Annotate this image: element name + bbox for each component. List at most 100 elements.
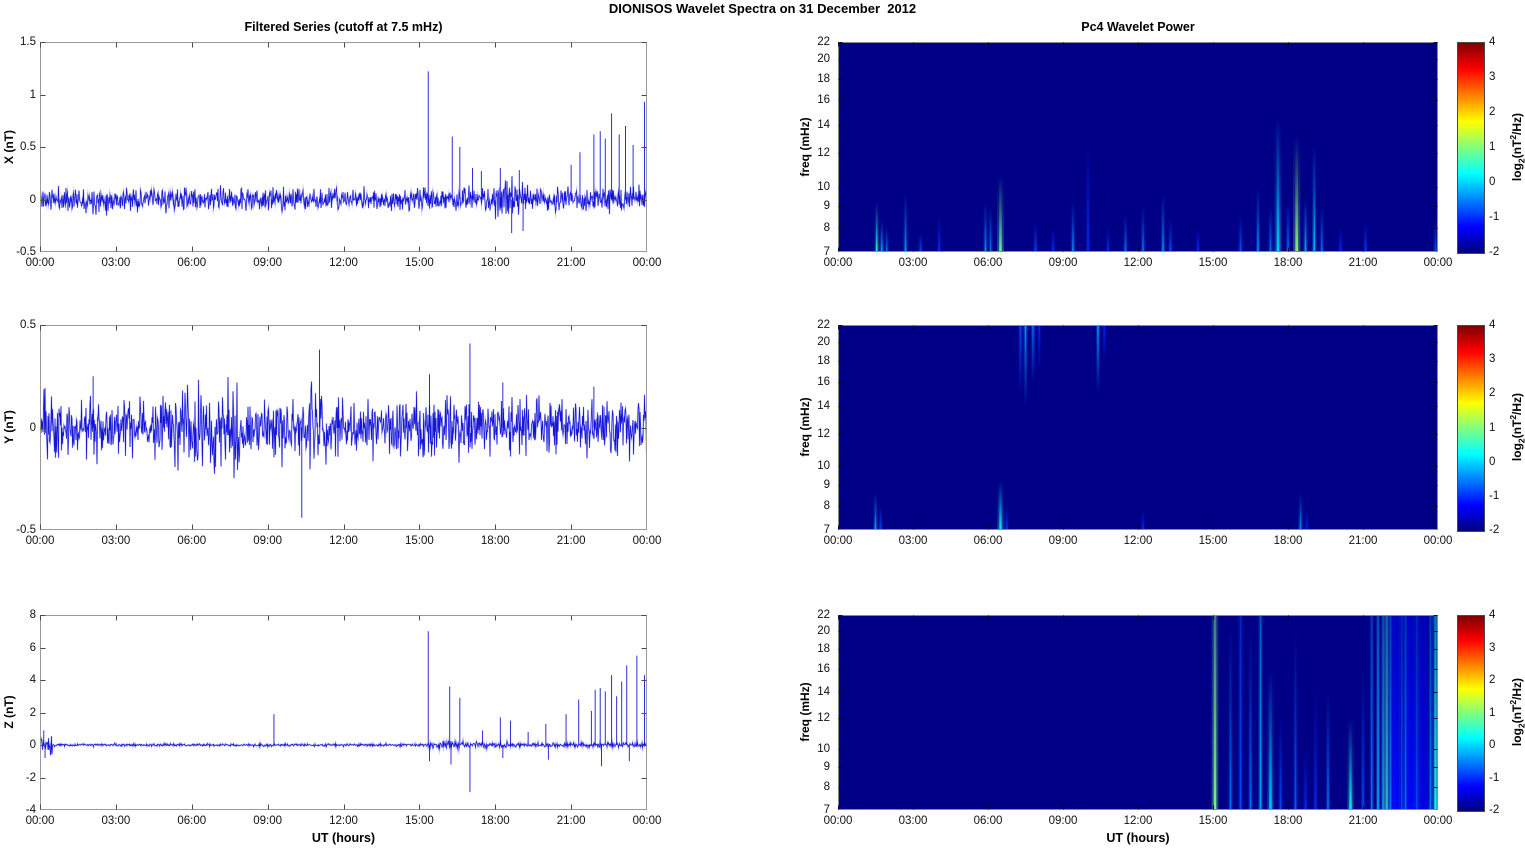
y-axis-tick-label: 6 xyxy=(29,641,36,654)
freq-axis-tick-label: 8 xyxy=(823,221,830,234)
x-axis-tick-label: 12:00 xyxy=(329,257,358,269)
freq-axis-tick-label: 18 xyxy=(817,354,830,367)
freq-axis-tick-label: 12 xyxy=(817,712,830,725)
x-axis-tick-label: 06:00 xyxy=(973,535,1003,547)
colorbar-tick-label: -2 xyxy=(1489,246,1500,258)
freq-axis-tick-label: 20 xyxy=(817,53,830,66)
y-axis-tick-label: -2 xyxy=(25,771,36,784)
x-axis-tick-label: 03:00 xyxy=(898,257,928,269)
x-axis-tick-label: 15:00 xyxy=(1198,535,1228,547)
x-axis-tick-label: 18:00 xyxy=(480,257,510,269)
colorbar-tick-label: 3 xyxy=(1489,641,1496,654)
x-axis-tick-label: 18:00 xyxy=(1273,257,1303,269)
x-axis-tick-label: 15:00 xyxy=(404,815,434,827)
colorbar-tick-label: 1 xyxy=(1489,141,1496,153)
x-axis-tick-label: 00:00 xyxy=(823,257,853,269)
x-axis-tick-label: 00:00 xyxy=(632,257,662,269)
freq-axis-tick-label: 10 xyxy=(817,460,830,473)
x-axis-tick-label: 00:00 xyxy=(1423,815,1453,827)
freq-axis-tick-label: 10 xyxy=(817,743,830,756)
colorbar-tick-label: 0 xyxy=(1489,739,1496,751)
x-axis-tick-label: 21:00 xyxy=(556,815,586,827)
colorbar-tick-label: 4 xyxy=(1489,319,1496,331)
colorbar-tick-label: 2 xyxy=(1489,106,1496,118)
colorbar-tick-label: 4 xyxy=(1489,609,1496,621)
y-axis-tick-label: 1.5 xyxy=(20,36,36,48)
x-axis-tick-label: 18:00 xyxy=(1273,815,1303,827)
x-axis-tick-label: 15:00 xyxy=(404,535,434,547)
freq-axis-tick-label: 7 xyxy=(823,804,830,816)
x-axis-tick-label: 00:00 xyxy=(1423,257,1453,269)
x-axis-tick-label: 09:00 xyxy=(1048,257,1078,269)
x-axis-tick-label: 06:00 xyxy=(177,815,207,827)
y-axis-tick-label: 0.5 xyxy=(20,319,36,331)
x-axis-tick-label: 00:00 xyxy=(632,535,662,547)
x-axis-tick-label: 06:00 xyxy=(973,257,1003,269)
colorbar-tick-label: 0 xyxy=(1489,455,1496,468)
freq-axis-tick-label: 20 xyxy=(817,625,830,638)
freq-axis-tick-label: 22 xyxy=(817,319,830,331)
x-axis-tick-label: 21:00 xyxy=(1348,535,1378,547)
x-axis-tick-label: 21:00 xyxy=(1348,815,1378,827)
figure-title: DIONISOS Wavelet Spectra on 31 December … xyxy=(608,1,917,16)
x-axis-tick-label: 03:00 xyxy=(101,535,131,547)
y-axis-tick-label: 2 xyxy=(29,706,36,719)
colorbar-tick-label: -2 xyxy=(1489,524,1500,536)
y-axis-tick-label: 4 xyxy=(29,674,36,686)
z-filtered-series-plot xyxy=(40,615,647,810)
freq-axis-tick-label: 14 xyxy=(817,685,830,698)
freq-axis-tick-label: 22 xyxy=(817,609,830,621)
x-axis-tick-label: 21:00 xyxy=(556,257,586,269)
x-axis-tick-label: 12:00 xyxy=(329,535,358,547)
freq-axis-tick-label: 12 xyxy=(817,427,830,440)
y-filtered-series-plot xyxy=(40,325,647,530)
freq-axis-tick-label: 8 xyxy=(823,500,830,513)
colorbar-tick-label: -2 xyxy=(1489,804,1500,816)
x-axis-tick-label: 21:00 xyxy=(556,535,586,547)
y-axis-tick-label: 0 xyxy=(29,193,36,206)
y-axis-tick-label: -0.5 xyxy=(16,246,36,258)
z-pc4-wavelet-spectrogram xyxy=(838,615,1438,810)
x-filtered-series-plot xyxy=(40,42,647,252)
x-axis-tick-label: 18:00 xyxy=(1273,535,1303,547)
x-axis-tick-label: 03:00 xyxy=(101,815,131,827)
ut-hours-label-left: UT (hours) xyxy=(311,831,376,845)
x-axis-tick-label: 06:00 xyxy=(973,815,1003,827)
colorbar-tick-label: -1 xyxy=(1489,771,1500,784)
colorbar-tick-label: 3 xyxy=(1489,71,1496,83)
x-axis-tick-label: 06:00 xyxy=(177,535,207,547)
freq-axis-tick-label: 7 xyxy=(823,524,830,536)
y-axis-tick-label: -4 xyxy=(25,804,36,816)
freq-axis-tick-label: 18 xyxy=(817,72,830,85)
y-axis-tick-label: 0.5 xyxy=(20,141,36,153)
x-axis-tick-label: 00:00 xyxy=(823,535,853,547)
filtered-series-title: Filtered Series (cutoff at 7.5 mHz) xyxy=(244,20,443,34)
ut-hours-label-right: UT (hours) xyxy=(1106,831,1170,845)
freq-axis-tick-label: 7 xyxy=(823,246,830,258)
x-axis-tick-label: 09:00 xyxy=(253,535,283,547)
colorbar-tick-label: 0 xyxy=(1489,176,1496,188)
freq-axis-tick-label: 20 xyxy=(817,336,830,349)
y-axis-tick-label: 1 xyxy=(29,88,36,101)
x-axis-tick-label: 00:00 xyxy=(1423,535,1453,547)
freq-axis-tick-label: 9 xyxy=(823,199,830,212)
colorbar-row2 xyxy=(1457,325,1485,532)
colorbar-tick-label: 2 xyxy=(1489,387,1496,400)
x-axis-tick-label: 18:00 xyxy=(480,535,510,547)
x-pc4-wavelet-spectrogram xyxy=(838,42,1438,252)
x-axis-tick-label: 03:00 xyxy=(898,535,928,547)
x-axis-tick-label: 15:00 xyxy=(404,257,434,269)
pc4-wavelet-power-title: Pc4 Wavelet Power xyxy=(1081,20,1195,34)
x-axis-tick-label: 15:00 xyxy=(1198,257,1228,269)
x-axis-tick-label: 21:00 xyxy=(1348,257,1378,269)
colorbar-row3 xyxy=(1457,615,1485,812)
x-axis-tick-label: 03:00 xyxy=(898,815,928,827)
x-axis-tick-label: 00:00 xyxy=(25,815,55,827)
y-axis-tick-label: 8 xyxy=(29,609,36,621)
freq-axis-tick-label: 9 xyxy=(823,761,830,774)
x-axis-tick-label: 12:00 xyxy=(1123,535,1153,547)
x-axis-tick-label: 09:00 xyxy=(253,815,283,827)
y-axis-tick-label: 0 xyxy=(29,739,36,751)
x-axis-tick-label: 12:00 xyxy=(329,815,358,827)
